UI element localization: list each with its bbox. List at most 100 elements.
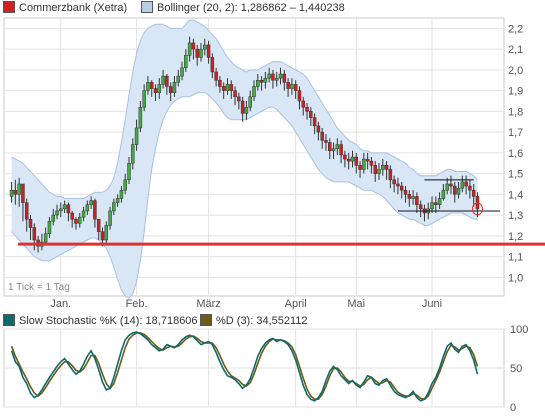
price-x-tick-label: Jan.	[50, 298, 71, 310]
stochastic-legend-item-k: Slow Stochastic %K (14): 18,718606	[3, 313, 198, 329]
candle-body	[233, 90, 237, 98]
candle-body	[248, 96, 252, 108]
price-y-tick-label: 1,4	[508, 189, 523, 201]
candle-body	[165, 75, 169, 87]
candle-body	[312, 117, 317, 127]
candle-body	[100, 231, 105, 241]
candle-body	[225, 84, 230, 91]
candle-body	[471, 189, 476, 197]
candle-body	[32, 227, 37, 241]
price-chart: 2,2 2,1 2,0 1,9 1,8 1,7 1,6 1,5 1,4 1,3 1,2 1,1 1,0 J…	[3, 17, 545, 310]
candle-body	[453, 185, 457, 195]
candle-body	[59, 208, 63, 212]
candle-body	[142, 90, 146, 108]
candle-body	[203, 44, 207, 50]
candle-body	[297, 90, 302, 102]
stochastic-d-swatch-icon	[200, 314, 212, 326]
price-y-tick-label: 1,3	[508, 210, 523, 222]
candle-body	[184, 55, 188, 69]
candle-body	[286, 82, 290, 89]
candle-body	[309, 111, 313, 118]
candle-body	[388, 169, 393, 181]
candle-body	[316, 125, 321, 133]
candle-body	[282, 73, 287, 83]
candle-body	[358, 165, 362, 170]
price-legend-item-commerzbank: Commerzbank (Xetra)	[3, 0, 127, 16]
candle-body	[384, 165, 389, 170]
price-y-tick-label: 1,5	[508, 169, 523, 181]
candle-body	[127, 162, 131, 181]
candle-body	[74, 218, 78, 224]
price-x-tick-label: April	[285, 298, 307, 310]
candle-body	[441, 189, 446, 199]
candle-body	[191, 42, 196, 50]
candle-body	[28, 218, 33, 228]
candle-body	[81, 210, 86, 218]
price-y-tick-label: 1,7	[508, 127, 523, 139]
candle-body	[119, 189, 124, 199]
stochastic-k-legend-label: Slow Stochastic %K (14): 18,718606	[19, 315, 198, 327]
candle-body	[381, 165, 385, 170]
candle-body	[134, 127, 139, 145]
candle-body	[66, 204, 71, 214]
candle-body	[418, 204, 423, 210]
candle-body	[456, 187, 461, 195]
candle-body	[373, 165, 377, 174]
candle-body	[339, 144, 343, 156]
price-x-tick-label: März	[196, 298, 220, 310]
candle-body	[199, 48, 203, 58]
candle-body	[168, 86, 173, 93]
candle-body	[468, 185, 472, 191]
price-y-tick-label: 2,0	[508, 65, 523, 77]
candle-body	[256, 79, 260, 87]
candle-body	[460, 181, 465, 189]
candle-body	[343, 154, 347, 160]
candle-body	[153, 88, 158, 93]
candle-body	[449, 183, 453, 187]
candle-body	[70, 212, 74, 220]
price-y-tick-label: 1,0	[508, 272, 523, 284]
candle-body	[9, 189, 14, 197]
price-y-tick-label: 1,2	[508, 231, 523, 243]
bollinger-lower-line	[11, 92, 478, 299]
candle-body	[123, 179, 127, 191]
candle-body	[411, 196, 415, 199]
candle-body	[176, 75, 180, 83]
price-y-tick-label: 2,2	[508, 23, 523, 35]
candle-body	[271, 73, 275, 81]
price-y-tick-label: 1,1	[508, 252, 523, 264]
price-plot-area	[3, 17, 505, 297]
candle-body	[237, 96, 241, 102]
candle-body	[434, 202, 438, 205]
candle-body	[320, 131, 324, 141]
candle-body	[218, 79, 222, 87]
candle-body	[43, 233, 48, 243]
price-legend-item-bollinger: Bollinger (20, 2): 1,286862 – 1,440238	[141, 0, 345, 16]
candle-body	[85, 204, 90, 212]
bollinger-swatch-icon	[141, 1, 153, 13]
candle-body	[13, 189, 18, 195]
stochastic-y-tick-label: 0	[510, 402, 516, 414]
candle-body	[430, 202, 434, 210]
candle-body	[108, 210, 112, 226]
price-x-tick-label: Juni	[422, 298, 442, 310]
candle-body	[240, 100, 245, 114]
candle-body	[331, 148, 336, 152]
candle-body	[335, 144, 340, 149]
candle-body	[328, 142, 332, 152]
candle-body	[161, 75, 165, 85]
candle-body	[172, 82, 177, 93]
candle-body	[399, 185, 404, 191]
stochastic-k-swatch-icon	[3, 314, 15, 326]
price-y-tick-label: 1,9	[508, 86, 523, 98]
candle-body	[96, 218, 101, 232]
candle-body	[365, 158, 370, 162]
candle-body	[274, 77, 279, 81]
candle-body	[149, 82, 154, 89]
candle-body	[195, 48, 199, 58]
candle-body	[93, 200, 97, 220]
candle-body	[112, 202, 116, 212]
candle-body	[206, 44, 211, 58]
candle-body	[51, 214, 55, 222]
tick-note: 1 Tick = 1 Tag	[8, 282, 70, 293]
